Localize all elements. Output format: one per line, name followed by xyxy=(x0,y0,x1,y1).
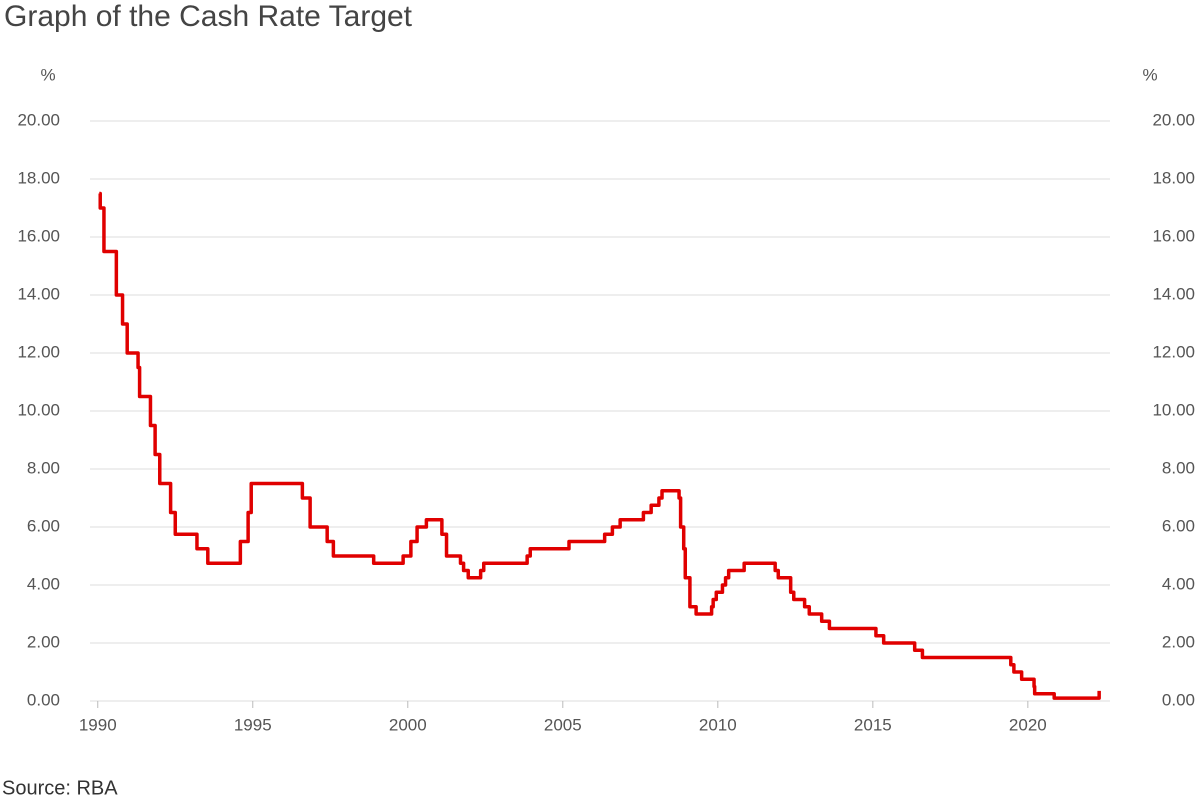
y-tick-label: 4.00 xyxy=(27,574,60,593)
x-tick-label: 1995 xyxy=(234,715,272,734)
y2-tick-label: 20.00 xyxy=(1152,110,1195,129)
y-tick-label: 6.00 xyxy=(27,516,60,535)
chart-title: Graph of the Cash Rate Target xyxy=(4,0,413,33)
y2-tick-label: 16.00 xyxy=(1152,226,1195,245)
y2-tick-label: 8.00 xyxy=(1162,458,1195,477)
line-series xyxy=(98,191,1101,700)
y2-tick-label: 12.00 xyxy=(1152,342,1195,361)
y-tick-label: 14.00 xyxy=(17,284,60,303)
y2-tick-label: 14.00 xyxy=(1152,284,1195,303)
y-unit: % xyxy=(40,65,55,84)
x-tick-label: 2010 xyxy=(699,715,737,734)
y2-tick-label: 4.00 xyxy=(1162,574,1195,593)
x-tick-label: 2020 xyxy=(1009,715,1047,734)
y2-tick-label: 0.00 xyxy=(1162,690,1195,709)
source: Source: RBA xyxy=(2,777,118,799)
x-tick-label: 2015 xyxy=(854,715,892,734)
y2-tick-label: 6.00 xyxy=(1162,516,1195,535)
x-tick-label: 1990 xyxy=(79,715,117,734)
y-tick-label: 18.00 xyxy=(17,168,60,187)
y-tick-label: 20.00 xyxy=(17,110,60,129)
y-tick-label: 8.00 xyxy=(27,458,60,477)
y2-tick-label: 10.00 xyxy=(1152,400,1195,419)
y-tick-label: 16.00 xyxy=(17,226,60,245)
y-tick-label: 12.00 xyxy=(17,342,60,361)
y-tick-label: 0.00 xyxy=(27,690,60,709)
x-tick-label: 2005 xyxy=(544,715,582,734)
y2-tick-label: 2.00 xyxy=(1162,632,1195,651)
y2-unit: % xyxy=(1142,65,1157,84)
y-tick-label: 2.00 xyxy=(27,632,60,651)
y2-tick-label: 18.00 xyxy=(1152,168,1195,187)
x-tick-label: 2000 xyxy=(389,715,427,734)
y-tick-label: 10.00 xyxy=(17,400,60,419)
